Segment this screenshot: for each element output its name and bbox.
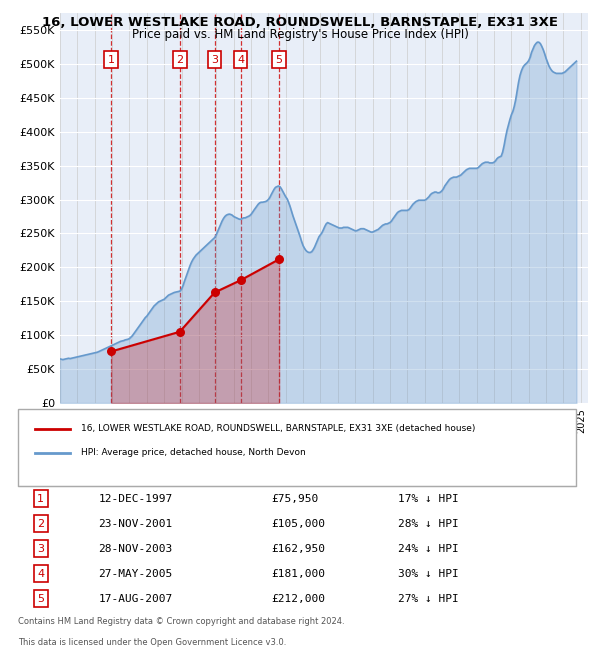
Text: £75,950: £75,950 xyxy=(271,494,319,504)
Text: 30% ↓ HPI: 30% ↓ HPI xyxy=(398,569,458,578)
Text: 5: 5 xyxy=(275,55,283,65)
Text: 24% ↓ HPI: 24% ↓ HPI xyxy=(398,543,458,554)
Point xyxy=(175,326,184,337)
Text: 5: 5 xyxy=(37,593,44,603)
Text: £162,950: £162,950 xyxy=(271,543,325,554)
Text: 28-NOV-2003: 28-NOV-2003 xyxy=(98,543,173,554)
Text: 1: 1 xyxy=(37,494,44,504)
Text: 1: 1 xyxy=(107,55,115,65)
Text: 2: 2 xyxy=(37,519,44,528)
Text: 16, LOWER WESTLAKE ROAD, ROUNDSWELL, BARNSTAPLE, EX31 3XE: 16, LOWER WESTLAKE ROAD, ROUNDSWELL, BAR… xyxy=(42,16,558,29)
Text: HPI: Average price, detached house, North Devon: HPI: Average price, detached house, Nort… xyxy=(81,448,306,458)
Text: 4: 4 xyxy=(37,569,44,578)
Text: 23-NOV-2001: 23-NOV-2001 xyxy=(98,519,173,528)
Text: Price paid vs. HM Land Registry's House Price Index (HPI): Price paid vs. HM Land Registry's House … xyxy=(131,28,469,41)
Text: 3: 3 xyxy=(37,543,44,554)
Point xyxy=(106,346,116,357)
Text: 12-DEC-1997: 12-DEC-1997 xyxy=(98,494,173,504)
Point xyxy=(210,287,220,298)
Text: 16, LOWER WESTLAKE ROAD, ROUNDSWELL, BARNSTAPLE, EX31 3XE (detached house): 16, LOWER WESTLAKE ROAD, ROUNDSWELL, BAR… xyxy=(81,424,475,434)
Text: £105,000: £105,000 xyxy=(271,519,325,528)
Point xyxy=(274,254,284,265)
Text: £212,000: £212,000 xyxy=(271,593,325,603)
Text: 3: 3 xyxy=(211,55,218,65)
Text: 27% ↓ HPI: 27% ↓ HPI xyxy=(398,593,458,603)
Text: This data is licensed under the Open Government Licence v3.0.: This data is licensed under the Open Gov… xyxy=(18,638,286,647)
Text: Contains HM Land Registry data © Crown copyright and database right 2024.: Contains HM Land Registry data © Crown c… xyxy=(18,617,344,626)
Text: 17-AUG-2007: 17-AUG-2007 xyxy=(98,593,173,603)
Text: 27-MAY-2005: 27-MAY-2005 xyxy=(98,569,173,578)
Text: 28% ↓ HPI: 28% ↓ HPI xyxy=(398,519,458,528)
Text: 2: 2 xyxy=(176,55,183,65)
FancyBboxPatch shape xyxy=(18,410,577,486)
Text: 17% ↓ HPI: 17% ↓ HPI xyxy=(398,494,458,504)
Point xyxy=(236,275,245,285)
Text: 4: 4 xyxy=(237,55,244,65)
Text: £181,000: £181,000 xyxy=(271,569,325,578)
